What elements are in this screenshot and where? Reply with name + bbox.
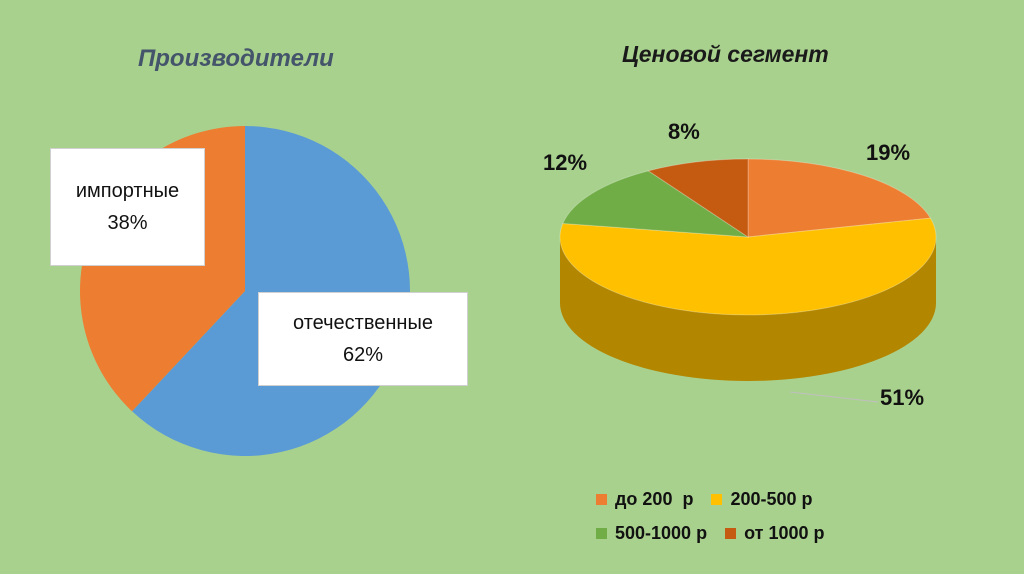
data-label-500-1000: 12% [543, 150, 588, 175]
legend-swatch-over-1000 [725, 527, 737, 539]
legend-item-500-1000: 500-1000 р [596, 523, 707, 544]
legend-label-under-200: до 200 р [615, 488, 694, 509]
legend-swatch-200-500 [711, 493, 723, 505]
chart-title-price-segment: Ценовой сегмент [622, 41, 829, 67]
pie3d-slice-200-500 [559, 217, 937, 316]
legend-label-over-1000: от 1000 р [744, 522, 825, 543]
data-label-import-value: 38% [107, 212, 148, 234]
data-label-200-500: 51% [880, 385, 925, 410]
data-label-over-1000: 8% [668, 119, 700, 144]
legend-swatch-500-1000 [596, 527, 607, 539]
legend-item-under-200: до 200 р [596, 489, 693, 510]
data-label-domestic: отечественные 62% [258, 292, 468, 386]
legend-label-200-500: 200-500 р [730, 488, 813, 509]
legend-swatch-under-200 [596, 493, 607, 505]
pie3d-side-200-500 [560, 237, 936, 381]
chart-title-producers: Производители [138, 45, 334, 72]
data-label-domestic-name: отечественные [293, 312, 433, 334]
pie3d-slice-over-1000 [647, 158, 749, 238]
data-label-import: импортные 38% [50, 148, 205, 266]
legend-item-over-1000: от 1000 р [725, 523, 824, 544]
leader-line-200-500 [789, 391, 879, 403]
legend-label-500-1000: 500-1000 р [615, 522, 708, 543]
data-label-under-200: 19% [866, 140, 911, 165]
data-label-domestic-value: 62% [342, 344, 384, 366]
pie3d-slice-500-1000 [562, 170, 750, 238]
data-label-import-name: импортные [75, 180, 180, 202]
price-legend: до 200 р 200-500 р 500-1000 р от 1000 р [596, 482, 926, 550]
legend-item-200-500: 200-500 р [711, 488, 813, 510]
pie3d-slice-under-200 [747, 158, 932, 238]
